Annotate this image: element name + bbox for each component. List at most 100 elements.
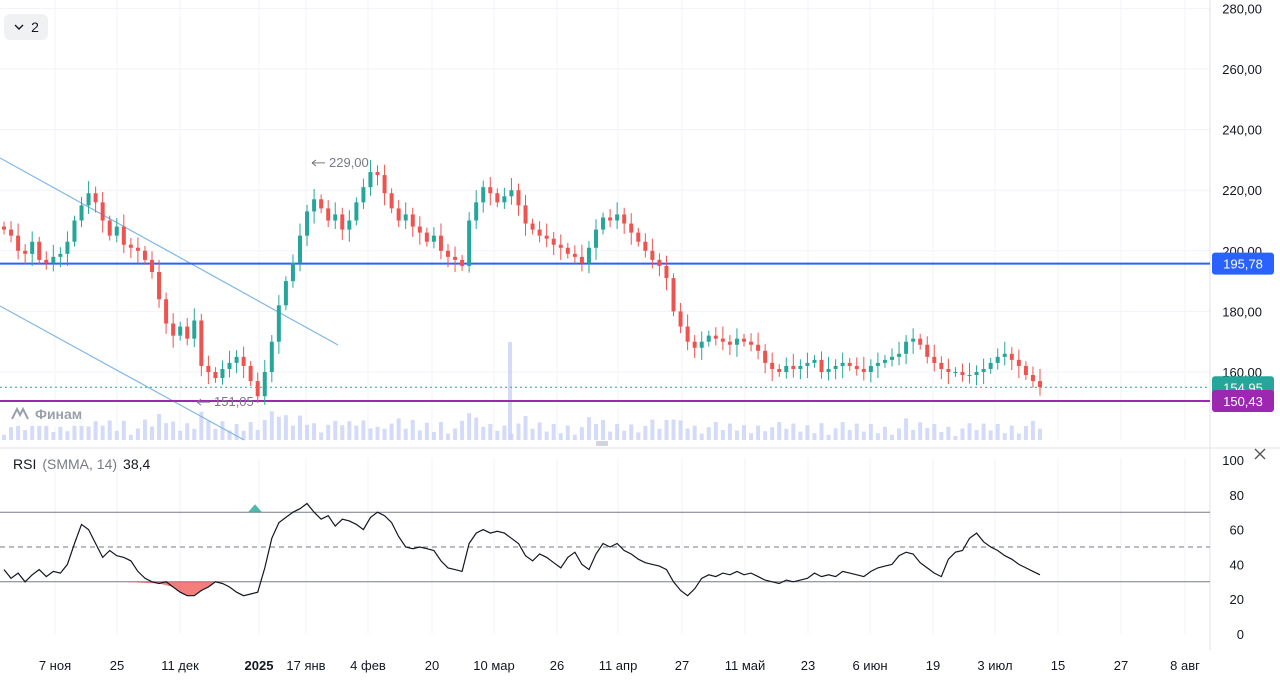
candle-body <box>770 362 775 369</box>
candle-body <box>121 226 126 245</box>
candle-body <box>178 326 183 336</box>
volume-bar <box>756 425 761 440</box>
candle-body <box>819 359 824 372</box>
volume-bar <box>840 422 845 440</box>
time-tick-label: 23 <box>801 658 815 673</box>
candle-body <box>114 226 119 236</box>
volume-bar <box>150 426 154 440</box>
candle-body <box>622 214 627 224</box>
volume-bar <box>523 416 528 440</box>
volume-bar <box>502 425 507 440</box>
candle-body <box>594 229 598 248</box>
candle-body <box>276 305 281 342</box>
candle-body <box>586 247 591 263</box>
rsi-tick-label: 100 <box>1222 453 1244 468</box>
candle-body <box>657 259 662 266</box>
candle-body <box>248 365 253 382</box>
candle-body <box>502 196 507 203</box>
price-badge <box>1212 389 1274 412</box>
candle-body <box>72 220 77 242</box>
volume-bar <box>438 422 443 440</box>
candle-body <box>516 190 521 206</box>
candle-body <box>826 368 831 372</box>
collapse-count: 2 <box>31 19 39 35</box>
candle-body <box>227 362 232 369</box>
close-icon[interactable] <box>1252 446 1268 462</box>
volume-bar <box>142 419 147 440</box>
time-tick-label: 27 <box>675 658 689 673</box>
volume-bar <box>932 424 937 440</box>
volume-bar <box>361 420 366 440</box>
candle-body <box>742 338 746 342</box>
volume-bar <box>396 418 401 440</box>
volume-bar <box>305 424 310 440</box>
volume-bar <box>488 424 493 440</box>
volume-bar <box>65 431 70 440</box>
volume-bar <box>79 417 84 440</box>
candle-body <box>30 241 35 254</box>
volume-bar <box>2 434 6 440</box>
volume-bar <box>798 431 803 440</box>
candle-body <box>269 341 274 372</box>
volume-bar <box>601 420 606 440</box>
volume-bar <box>23 430 28 440</box>
high-label: 229,00 <box>329 155 369 170</box>
volume-bar <box>763 431 768 440</box>
volume-bar <box>276 416 281 440</box>
grid <box>0 0 1280 650</box>
candle-body <box>446 250 450 257</box>
candle-body <box>135 247 140 251</box>
volume-bar <box>791 423 796 440</box>
volume-bar <box>446 433 450 440</box>
volume-bar <box>9 427 14 440</box>
volume-bar <box>953 436 958 440</box>
volume-bar <box>622 430 627 440</box>
rsi-tick-label: 80 <box>1230 488 1244 503</box>
candle-body <box>347 220 352 230</box>
candle-body <box>530 223 535 230</box>
candle-body <box>305 211 310 236</box>
candle-body <box>608 217 613 221</box>
candle-body <box>727 341 732 345</box>
volume-bar <box>911 430 916 440</box>
volume-bar <box>1038 428 1042 440</box>
time-tick-label: 20 <box>425 658 439 673</box>
finam-logo-icon <box>11 407 29 420</box>
volume-bar <box>375 426 380 440</box>
candle-body <box>706 335 711 342</box>
candle-body <box>995 356 1000 363</box>
candle-body <box>213 372 218 379</box>
volume-bar <box>643 426 648 440</box>
candle-body <box>44 259 49 263</box>
candle-body <box>467 220 472 266</box>
candle-body <box>833 365 838 369</box>
candle-body <box>241 356 246 366</box>
volume-bar <box>347 421 352 440</box>
volume-bar <box>283 415 288 440</box>
candle-body <box>551 238 556 245</box>
candle-body <box>805 362 810 366</box>
time-tick-label: 4 фев <box>350 658 386 673</box>
price-badge <box>1212 252 1274 275</box>
candle-body <box>453 256 458 260</box>
candle-body <box>192 320 197 339</box>
volume-bar <box>868 424 873 440</box>
candle-body <box>720 338 725 342</box>
volume-bar <box>544 431 549 440</box>
candle-body <box>431 235 436 242</box>
volume-bar <box>819 423 824 440</box>
volume-bar <box>326 424 331 440</box>
candle-body <box>558 244 563 248</box>
candle-body <box>847 362 852 366</box>
volume-bar <box>72 421 77 440</box>
candle-body <box>185 326 190 339</box>
rsi-legend[interactable]: RSI (SMMA, 14) 38,4 <box>13 456 150 472</box>
volume-bar <box>213 428 218 440</box>
candle-body <box>93 193 98 203</box>
volume-bar <box>389 423 394 440</box>
collapse-panes-button[interactable]: 2 <box>4 14 48 40</box>
volume-bar <box>1030 420 1035 440</box>
candle-body <box>333 214 338 221</box>
volume-bar <box>615 424 620 440</box>
